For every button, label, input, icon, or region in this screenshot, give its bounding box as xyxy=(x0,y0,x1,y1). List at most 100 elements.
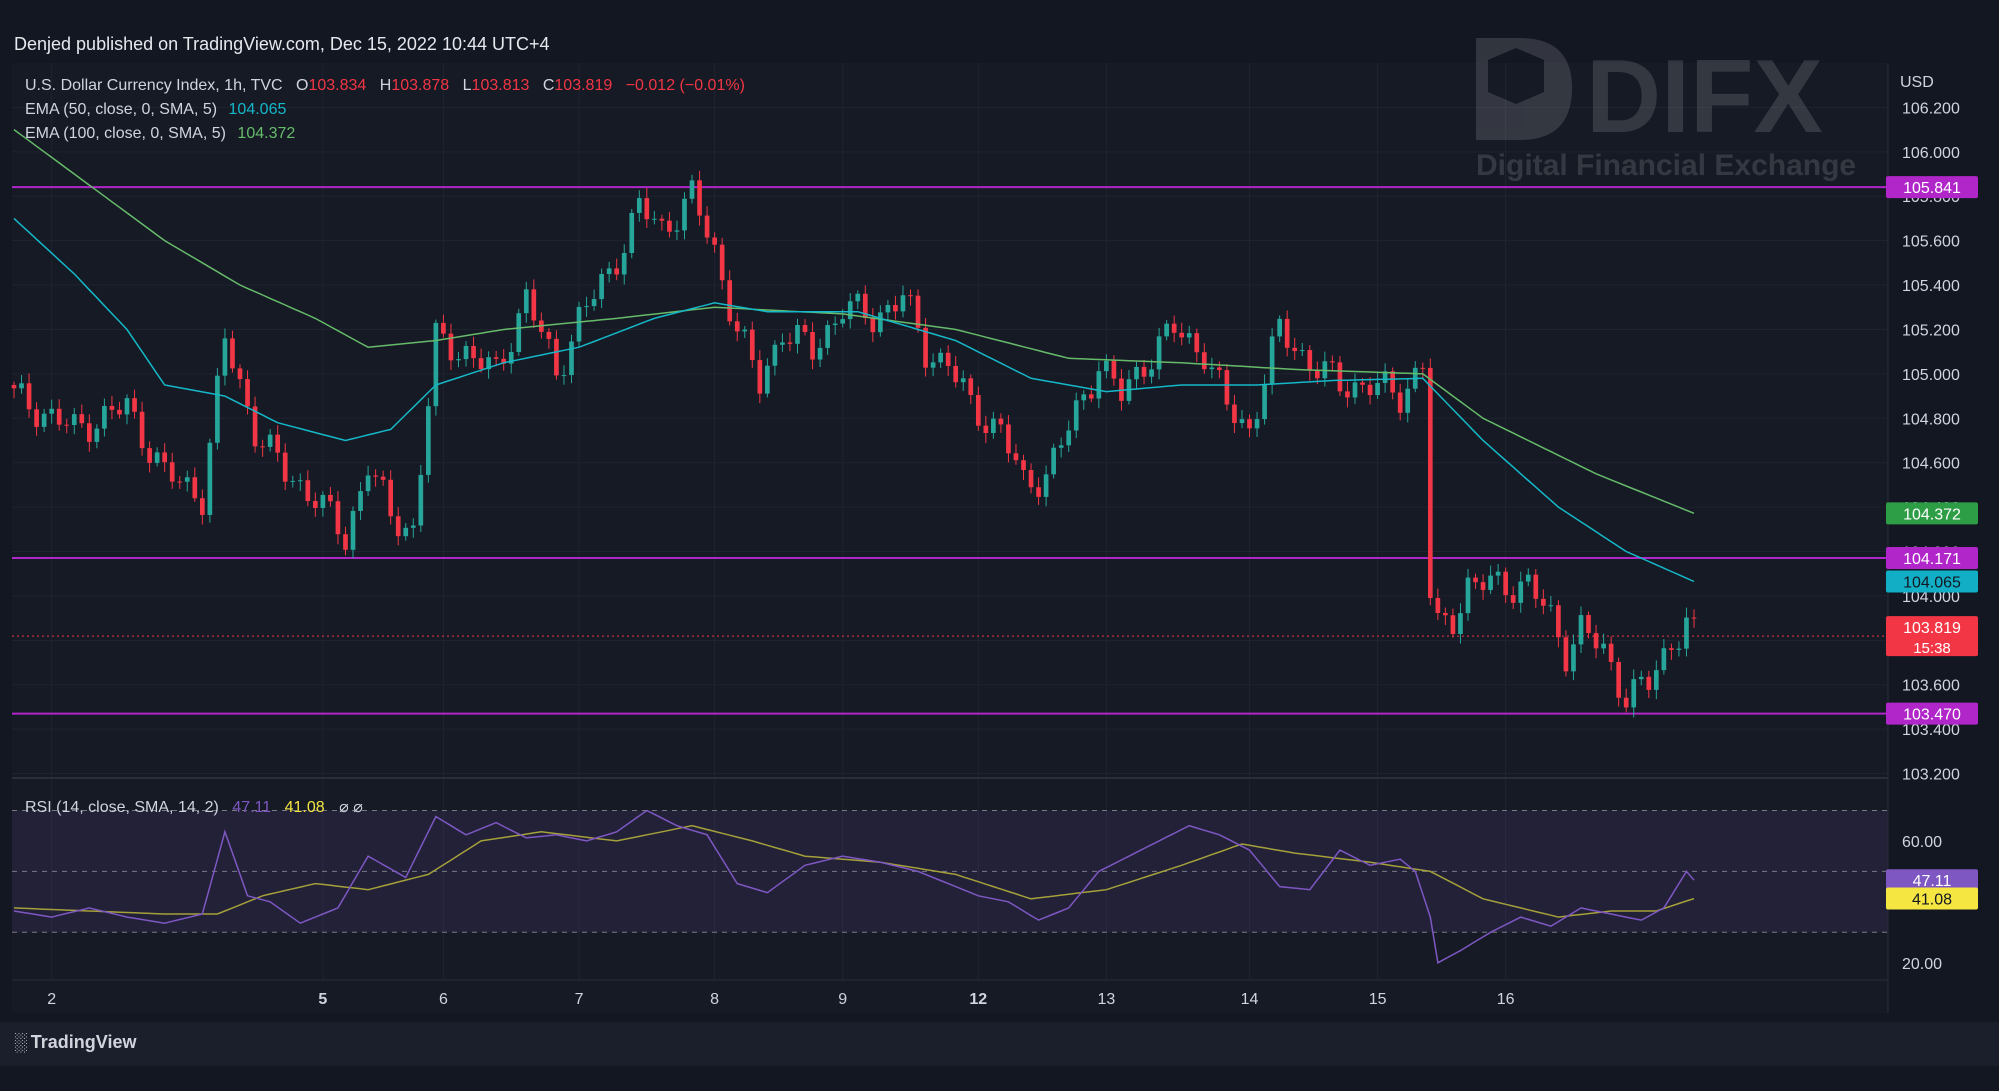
published-by-text: Denjed published on TradingView.com, Dec… xyxy=(14,34,550,54)
candle-body xyxy=(862,293,868,318)
candle-body xyxy=(1284,318,1290,348)
tradingview-brand[interactable]: ░ TradingView xyxy=(14,1032,136,1053)
candle-body xyxy=(682,198,687,231)
candle-body xyxy=(1367,384,1373,396)
candle-body xyxy=(463,345,469,360)
price-tick-label: 106.000 xyxy=(1902,145,1960,162)
title-bar xyxy=(0,0,1999,63)
candle-body xyxy=(184,477,190,482)
candle-body xyxy=(569,341,574,376)
rsi-extra-icons: ⌀ ⌀ xyxy=(339,799,363,816)
candle-body xyxy=(102,405,107,429)
open-label: O xyxy=(296,77,308,94)
candle-body xyxy=(576,306,582,342)
watermark-brand: DIFX xyxy=(1586,39,1823,155)
candle-body xyxy=(109,405,115,410)
candle-body xyxy=(1586,615,1591,634)
rsi-tag-label: 41.08 xyxy=(1912,892,1952,909)
candle-body xyxy=(1179,332,1185,338)
candle-body xyxy=(1556,605,1561,638)
candle-body xyxy=(328,494,333,502)
candle-body xyxy=(1593,633,1599,649)
candle-body xyxy=(516,313,522,353)
candle-body xyxy=(1201,352,1207,370)
rsi-pane xyxy=(12,809,1888,933)
ema100-label: EMA (100, close, 0, SMA, 5) xyxy=(25,125,226,142)
candle-body xyxy=(1661,648,1667,671)
candle-body xyxy=(1669,648,1674,650)
candle-body xyxy=(365,475,371,492)
price-tick-label: 104.600 xyxy=(1902,456,1960,473)
candle-body xyxy=(94,428,100,442)
time-tick-label: 2 xyxy=(47,991,56,1008)
candle-body xyxy=(41,413,47,427)
price-tag xyxy=(1886,546,1978,569)
candle-body xyxy=(1563,637,1569,672)
time-axis[interactable]: 2 5 6 7 8 9 12 13 14 15 16 xyxy=(47,991,1514,1008)
candle-body xyxy=(124,398,130,415)
candle-body xyxy=(237,368,243,380)
candle-body xyxy=(1480,582,1486,590)
candle-body xyxy=(1322,361,1328,379)
candle-body xyxy=(1601,643,1606,649)
change-value: −0.012 (−0.01%) xyxy=(626,77,745,94)
candle-body xyxy=(757,360,763,394)
candle-body xyxy=(169,462,175,482)
candle-body xyxy=(1330,361,1335,363)
candle-body xyxy=(742,329,748,332)
candle-body xyxy=(177,481,183,483)
candle-body xyxy=(1465,577,1471,614)
price-tag-label: 105.841 xyxy=(1903,180,1961,197)
tradingview-logo-icon: ░ xyxy=(14,1032,27,1052)
candle-body xyxy=(1427,367,1433,599)
ema100-legend[interactable]: EMA (100, close, 0, SMA, 5) 104.372 xyxy=(25,125,295,142)
candle-body xyxy=(885,305,891,313)
symbol-label: U.S. Dollar Currency Index, 1h, TVC xyxy=(25,77,283,94)
time-tick-label: 16 xyxy=(1497,991,1515,1008)
candle-body xyxy=(810,331,815,360)
candle-body xyxy=(531,289,537,321)
candle-body xyxy=(1676,648,1682,650)
candle-body xyxy=(1360,382,1365,385)
close-value: 103.819 xyxy=(554,77,612,94)
candle-body xyxy=(320,494,326,508)
candle-body xyxy=(1443,613,1448,616)
grid-lines xyxy=(12,63,1888,980)
ema50-legend[interactable]: EMA (50, close, 0, SMA, 5) 104.065 xyxy=(25,101,286,118)
candle-body xyxy=(975,395,981,426)
candle-body xyxy=(245,379,250,407)
candle-body xyxy=(1066,430,1072,446)
candle-body xyxy=(260,446,265,448)
price-tag-label: 104.065 xyxy=(1903,574,1961,591)
candle-body xyxy=(1224,370,1230,405)
time-tick-label: 12 xyxy=(969,991,987,1008)
candle-body xyxy=(1435,598,1441,614)
candle-body xyxy=(448,333,454,361)
candle-body xyxy=(1684,617,1689,649)
candle-body xyxy=(697,180,702,216)
candle-body xyxy=(554,338,559,376)
rsi-legend[interactable]: RSI (14, close, SMA, 14, 2) 47.11 41.08 … xyxy=(25,799,363,816)
price-tick-label: 105.200 xyxy=(1902,322,1960,339)
candle-body xyxy=(1488,575,1493,590)
candle-body xyxy=(749,329,755,361)
footer-bar xyxy=(0,1022,1999,1066)
price-tag xyxy=(1886,570,1978,593)
candle-body xyxy=(606,268,612,274)
candle-body xyxy=(945,352,951,366)
candle-body xyxy=(1051,447,1056,475)
candle-body xyxy=(11,384,17,389)
candle-body xyxy=(953,365,959,383)
candle-body xyxy=(1691,617,1697,619)
candle-body xyxy=(636,198,642,213)
candle-body xyxy=(456,359,461,361)
time-tick-label: 8 xyxy=(710,991,719,1008)
candle-body xyxy=(1623,697,1629,708)
candle-body xyxy=(343,534,348,550)
candle-body xyxy=(1292,347,1298,352)
candle-body xyxy=(893,305,898,312)
candle-body xyxy=(162,452,168,463)
rsi-tag-label: 47.11 xyxy=(1913,873,1952,890)
candle-body xyxy=(1262,384,1267,420)
